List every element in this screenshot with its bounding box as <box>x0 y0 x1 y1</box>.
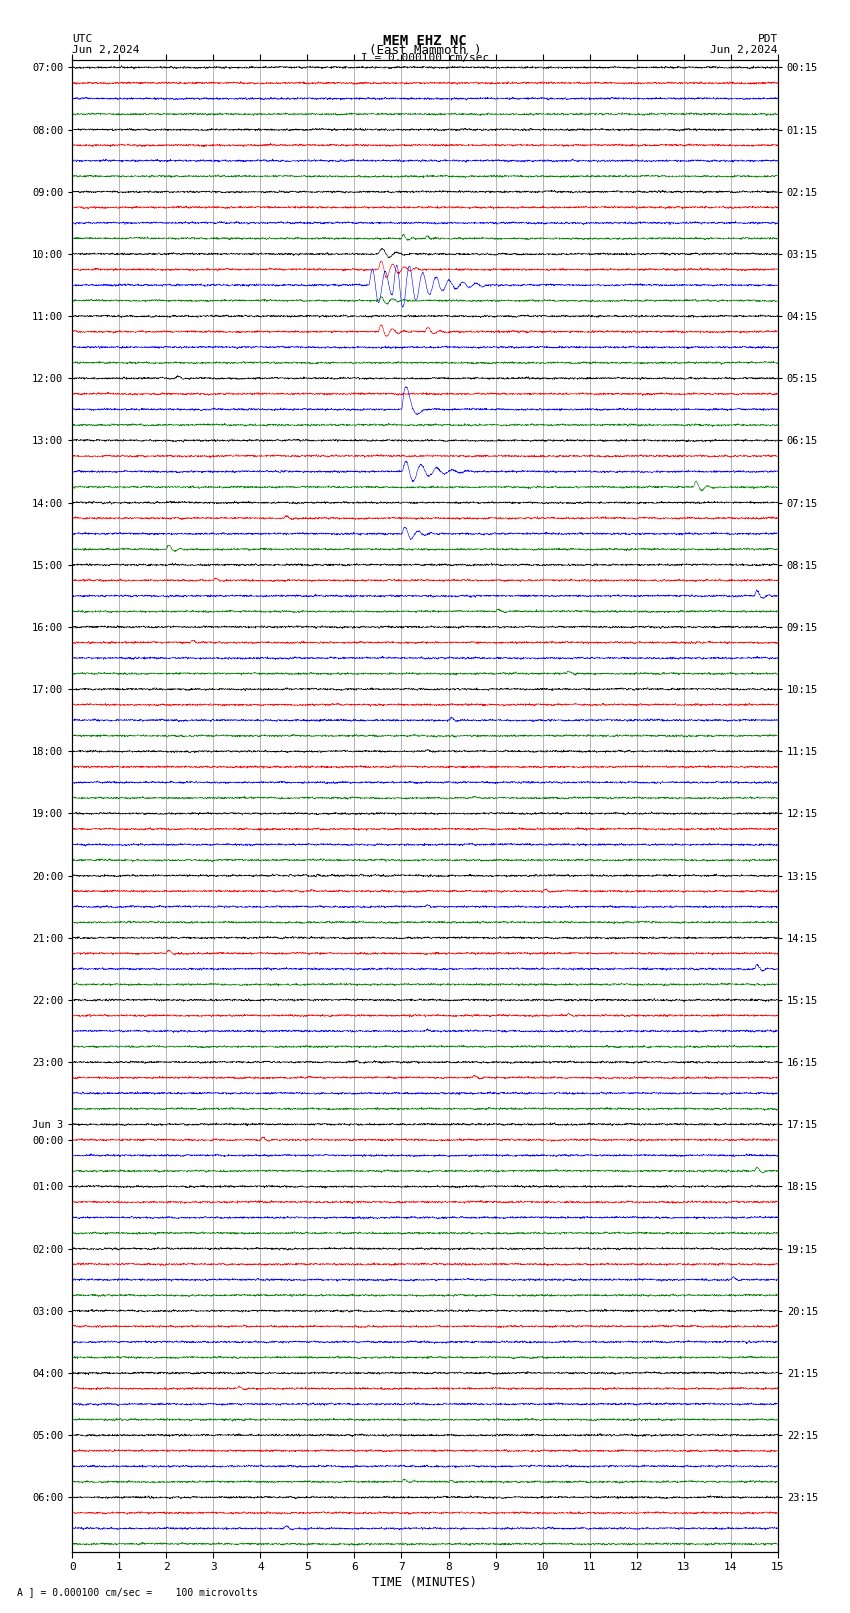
Text: MEM EHZ NC: MEM EHZ NC <box>383 34 467 48</box>
Text: I = 0.000100 cm/sec: I = 0.000100 cm/sec <box>361 53 489 63</box>
Text: (East Mammoth ): (East Mammoth ) <box>369 44 481 56</box>
Text: Jun 2,2024: Jun 2,2024 <box>711 45 778 55</box>
Text: PDT: PDT <box>757 34 778 44</box>
Text: UTC: UTC <box>72 34 93 44</box>
X-axis label: TIME (MINUTES): TIME (MINUTES) <box>372 1576 478 1589</box>
Text: A ] = 0.000100 cm/sec =    100 microvolts: A ] = 0.000100 cm/sec = 100 microvolts <box>17 1587 258 1597</box>
Text: Jun 2,2024: Jun 2,2024 <box>72 45 139 55</box>
